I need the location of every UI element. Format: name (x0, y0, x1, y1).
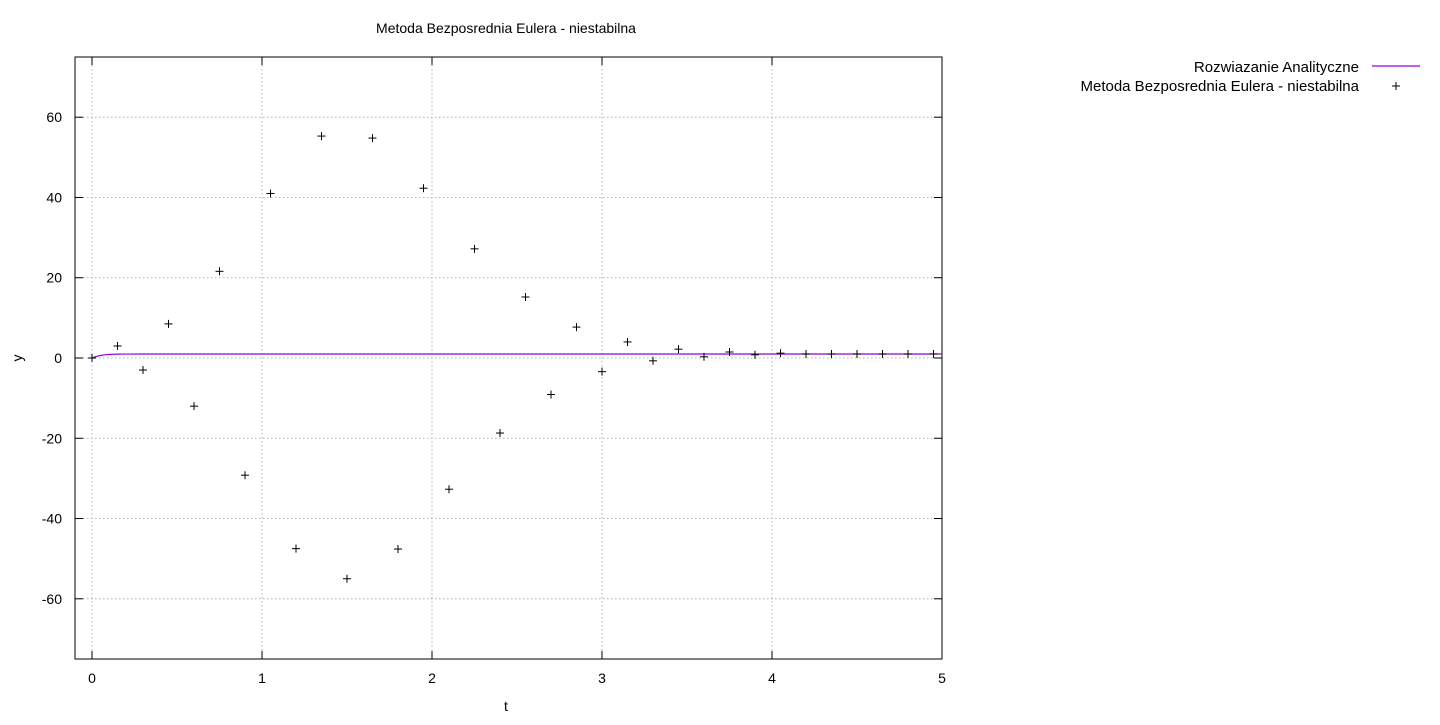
data-point (164, 319, 173, 328)
data-point (674, 345, 683, 354)
x-tick-label: 2 (428, 670, 436, 686)
y-tick-label: 0 (54, 350, 62, 366)
data-point (419, 184, 428, 193)
data-point (88, 354, 96, 362)
x-tick-label: 5 (938, 670, 946, 686)
legend-label-euler: Metoda Bezposrednia Eulera - niestabilna (1080, 78, 1359, 95)
x-axis-title: t (504, 698, 508, 714)
legend: Rozwiazanie Analityczne Metoda Bezposredn… (1080, 59, 1420, 95)
y-tick-label: 60 (46, 109, 62, 125)
x-tick-label: 3 (598, 670, 606, 686)
y-tick-label: -20 (42, 430, 62, 446)
y-tick-label: 40 (46, 189, 62, 205)
data-point (598, 367, 606, 376)
data-point (394, 545, 402, 554)
data-point (343, 574, 351, 583)
data-point (776, 349, 785, 358)
x-tick-label: 1 (258, 670, 266, 686)
data-point (190, 402, 198, 411)
y-tick-label: -60 (42, 591, 62, 607)
grid (75, 57, 943, 659)
plot-area (88, 132, 942, 583)
data-point (623, 337, 632, 346)
data-point (878, 349, 887, 358)
data-point (368, 134, 377, 143)
data-point (241, 471, 249, 480)
x-tick-label: 4 (768, 670, 776, 686)
data-point (802, 349, 810, 358)
data-point (853, 349, 861, 358)
data-point (113, 341, 122, 350)
data-point (445, 485, 453, 494)
data-point (470, 244, 479, 253)
axes: 0 1 2 3 4 5 -60 -40 -20 0 20 40 60 (42, 56, 946, 686)
data-point (266, 189, 275, 198)
legend-label-analytic: Rozwiazanie Analityczne (1194, 59, 1359, 76)
data-point (317, 132, 326, 141)
data-point (725, 347, 734, 356)
data-point (215, 267, 224, 276)
data-point (521, 292, 530, 301)
chart-title: Metoda Bezposrednia Eulera - niestabilna (376, 20, 636, 36)
series-line-analytic (91, 353, 942, 359)
data-point (496, 429, 504, 438)
data-point (904, 349, 912, 358)
data-point (292, 544, 300, 553)
data-point (827, 349, 836, 358)
data-point (751, 350, 759, 359)
y-tick-label: 20 (46, 270, 62, 286)
data-point (547, 390, 555, 399)
data-point (929, 349, 938, 358)
data-point (649, 356, 657, 365)
y-tick-label: -40 (42, 511, 62, 527)
data-point (700, 352, 708, 361)
x-tick-label: 0 (88, 670, 96, 686)
data-point (139, 366, 147, 375)
y-axis-title: y (9, 355, 25, 362)
data-point (572, 323, 581, 332)
